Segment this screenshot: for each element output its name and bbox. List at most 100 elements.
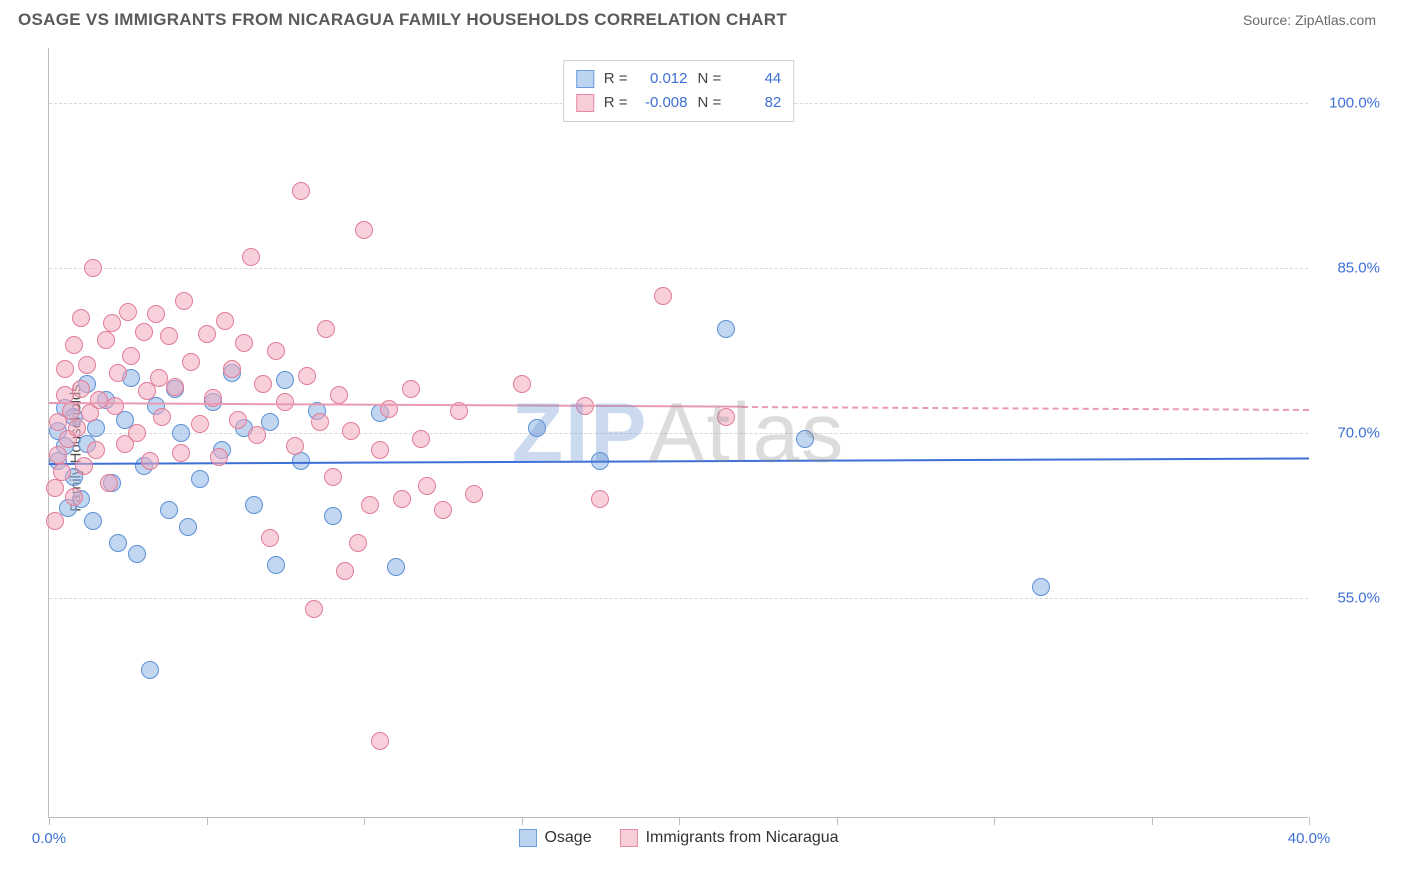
scatter-point <box>1032 578 1050 596</box>
legend-row: R = -0.008 N = 82 <box>576 91 782 115</box>
scatter-point <box>135 323 153 341</box>
scatter-point <box>317 320 335 338</box>
scatter-point <box>97 331 115 349</box>
scatter-point <box>276 371 294 389</box>
scatter-point <box>242 248 260 266</box>
scatter-point <box>141 661 159 679</box>
scatter-point <box>175 292 193 310</box>
scatter-point <box>717 408 735 426</box>
legend-n-value: 82 <box>731 91 781 115</box>
scatter-point <box>380 400 398 418</box>
legend-swatch <box>576 94 594 112</box>
scatter-point <box>298 367 316 385</box>
chart-container: Family Households ZIPAtlas R =0.012N =44… <box>48 48 1388 848</box>
x-tick <box>1152 817 1153 825</box>
scatter-point <box>84 512 102 530</box>
scatter-point <box>267 556 285 574</box>
legend-label: Osage <box>544 829 591 847</box>
scatter-point <box>371 732 389 750</box>
scatter-point <box>191 470 209 488</box>
scatter-point <box>513 375 531 393</box>
legend-n-value: 44 <box>731 67 781 91</box>
scatter-point <box>65 336 83 354</box>
x-tick-label: 0.0% <box>32 830 66 847</box>
legend-r-value: 0.012 <box>638 67 688 91</box>
scatter-point <box>53 463 71 481</box>
scatter-point <box>591 490 609 508</box>
scatter-point <box>412 430 430 448</box>
scatter-point <box>248 426 266 444</box>
scatter-point <box>402 380 420 398</box>
scatter-point <box>78 356 96 374</box>
scatter-point <box>355 221 373 239</box>
scatter-point <box>141 452 159 470</box>
y-tick-label: 85.0% <box>1337 260 1380 277</box>
scatter-point <box>434 501 452 519</box>
scatter-point <box>198 325 216 343</box>
legend-item: Immigrants from Nicaragua <box>620 829 839 847</box>
scatter-point <box>72 380 90 398</box>
scatter-point <box>87 441 105 459</box>
scatter-point <box>235 334 253 352</box>
x-tick <box>364 817 365 825</box>
legend-swatch <box>518 829 536 847</box>
chart-title: OSAGE VS IMMIGRANTS FROM NICARAGUA FAMIL… <box>18 10 787 30</box>
scatter-point <box>393 490 411 508</box>
scatter-point <box>245 496 263 514</box>
scatter-point <box>106 397 124 415</box>
scatter-point <box>336 562 354 580</box>
x-tick <box>49 817 50 825</box>
scatter-point <box>172 424 190 442</box>
scatter-point <box>276 393 294 411</box>
legend-r-label: R = <box>604 67 628 91</box>
y-tick-label: 55.0% <box>1337 590 1380 607</box>
scatter-point <box>311 413 329 431</box>
scatter-point <box>179 518 197 536</box>
scatter-point <box>103 314 121 332</box>
scatter-point <box>528 419 546 437</box>
scatter-point <box>654 287 672 305</box>
scatter-point <box>465 485 483 503</box>
scatter-point <box>100 474 118 492</box>
scatter-point <box>182 353 200 371</box>
series-legend: Osage Immigrants from Nicaragua <box>518 829 838 847</box>
scatter-point <box>210 448 228 466</box>
scatter-point <box>128 424 146 442</box>
scatter-point <box>128 545 146 563</box>
trendline-dashed <box>742 406 1309 411</box>
plot-area: ZIPAtlas R =0.012N =44R =-0.008N =82 Osa… <box>48 48 1308 818</box>
legend-r-value: -0.008 <box>638 91 688 115</box>
legend-item: Osage <box>518 829 591 847</box>
scatter-point <box>72 309 90 327</box>
scatter-point <box>342 422 360 440</box>
y-tick-label: 100.0% <box>1329 95 1380 112</box>
scatter-point <box>153 408 171 426</box>
scatter-point <box>84 259 102 277</box>
scatter-point <box>119 303 137 321</box>
scatter-point <box>261 529 279 547</box>
x-tick <box>837 817 838 825</box>
legend-n-label: N = <box>698 67 722 91</box>
scatter-point <box>172 444 190 462</box>
gridline <box>49 268 1308 269</box>
scatter-point <box>349 534 367 552</box>
scatter-point <box>223 360 241 378</box>
correlation-legend: R = 0.012 N = 44 R = -0.008 N = 82 <box>563 60 795 122</box>
scatter-point <box>109 534 127 552</box>
scatter-point <box>191 415 209 433</box>
x-tick <box>1309 817 1310 825</box>
scatter-point <box>56 360 74 378</box>
scatter-point <box>122 347 140 365</box>
scatter-point <box>361 496 379 514</box>
legend-n-label: N = <box>698 91 722 115</box>
scatter-point <box>796 430 814 448</box>
scatter-point <box>286 437 304 455</box>
scatter-point <box>324 468 342 486</box>
y-tick-label: 70.0% <box>1337 425 1380 442</box>
source-attribution: Source: ZipAtlas.com <box>1243 12 1376 28</box>
scatter-point <box>305 600 323 618</box>
scatter-point <box>75 457 93 475</box>
legend-r-label: R = <box>604 91 628 115</box>
legend-row: R = 0.012 N = 44 <box>576 67 782 91</box>
scatter-point <box>160 327 178 345</box>
